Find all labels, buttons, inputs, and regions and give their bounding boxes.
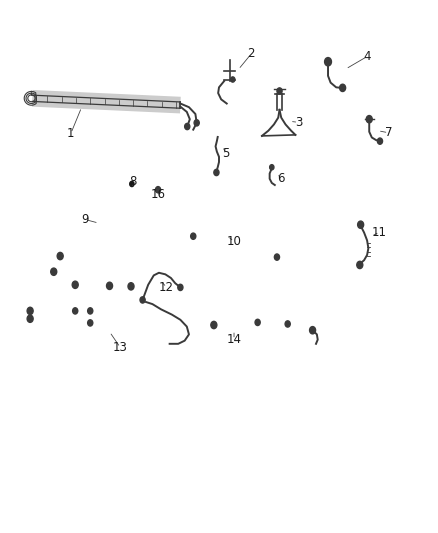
Circle shape bbox=[366, 116, 372, 123]
Text: 7: 7 bbox=[385, 126, 392, 139]
Circle shape bbox=[285, 321, 290, 327]
Circle shape bbox=[194, 120, 199, 126]
Text: 2: 2 bbox=[247, 47, 255, 60]
Circle shape bbox=[191, 233, 196, 239]
Text: 14: 14 bbox=[226, 333, 241, 346]
Circle shape bbox=[214, 169, 219, 175]
Circle shape bbox=[339, 84, 346, 92]
Text: 5: 5 bbox=[222, 147, 230, 160]
Circle shape bbox=[57, 253, 63, 260]
Circle shape bbox=[277, 88, 282, 94]
Circle shape bbox=[27, 315, 33, 322]
Text: 11: 11 bbox=[372, 225, 387, 239]
Circle shape bbox=[274, 254, 279, 260]
Circle shape bbox=[185, 123, 190, 130]
Circle shape bbox=[378, 138, 382, 144]
Circle shape bbox=[27, 307, 33, 314]
Circle shape bbox=[310, 327, 315, 334]
Circle shape bbox=[88, 308, 93, 314]
Text: 1: 1 bbox=[67, 127, 74, 140]
Circle shape bbox=[106, 282, 113, 289]
Circle shape bbox=[51, 268, 57, 276]
Circle shape bbox=[155, 187, 161, 193]
Circle shape bbox=[270, 165, 274, 170]
Text: 9: 9 bbox=[81, 213, 89, 226]
Circle shape bbox=[325, 58, 332, 66]
Circle shape bbox=[357, 261, 363, 269]
Text: 16: 16 bbox=[151, 188, 166, 201]
Circle shape bbox=[128, 282, 134, 290]
Text: 8: 8 bbox=[130, 175, 137, 188]
Circle shape bbox=[358, 221, 364, 228]
Text: 4: 4 bbox=[364, 50, 371, 63]
Text: 12: 12 bbox=[159, 281, 174, 294]
Text: 10: 10 bbox=[226, 235, 241, 248]
Text: 6: 6 bbox=[278, 172, 285, 185]
Circle shape bbox=[130, 181, 134, 187]
Circle shape bbox=[140, 297, 145, 303]
Circle shape bbox=[211, 321, 217, 329]
Circle shape bbox=[88, 320, 93, 326]
Circle shape bbox=[255, 319, 260, 326]
Text: 13: 13 bbox=[113, 341, 128, 354]
Text: 3: 3 bbox=[295, 116, 302, 129]
Circle shape bbox=[230, 77, 235, 82]
Circle shape bbox=[72, 281, 78, 288]
Circle shape bbox=[178, 284, 183, 290]
Circle shape bbox=[73, 308, 78, 314]
